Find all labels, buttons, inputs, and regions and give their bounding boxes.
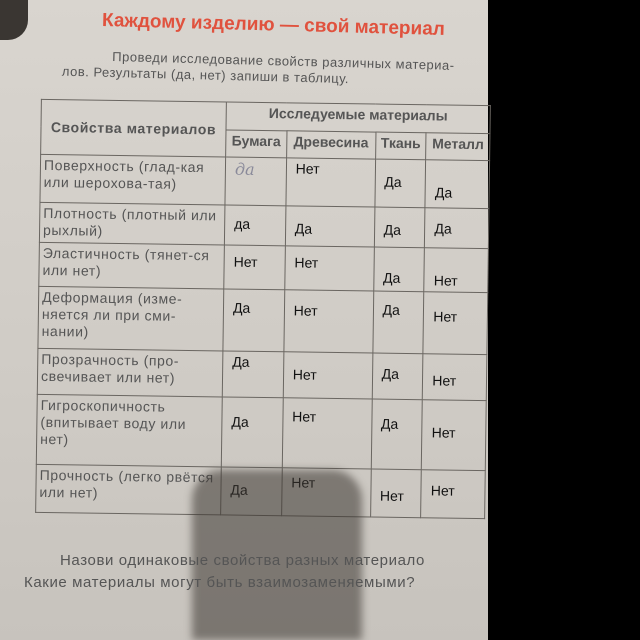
answer-cell: Да [285,205,375,248]
textbook-page: Каждому изделию — свой материал Проведи … [0,0,491,640]
answer-text: Нет [433,272,458,289]
property-cell: Плотность (плотный или рыхлый) [39,202,225,245]
answer-cell: Да [373,207,426,248]
answer-text: Да [434,184,453,201]
answer-cell: Нет [223,244,286,290]
answer-cell: да [224,156,287,206]
answer-cell: Нет [283,289,374,354]
answer-cell: Да [221,396,284,468]
property-cell: Гигроскопичность (впитывает воду или нет… [36,394,223,467]
table-row: Деформация (изме-няется ли при сми-нании… [37,286,488,355]
answer-cell: Нет [420,469,486,519]
property-cell: Прозрачность (про-свечивает или нет) [37,348,223,397]
answer-text: Нет [379,487,404,504]
answer-text: Нет [292,408,317,425]
answer-text: Да [383,221,402,238]
answer-text: Нет [294,254,319,271]
answer-cell: Да [373,247,425,292]
page-title: Каждому изделию — свой материал [101,10,446,40]
answer-text: Да [382,269,401,286]
answer-cell: Нет [370,469,422,518]
property-cell: Деформация (изме-няется ли при сми-нании… [37,286,224,351]
table-row: Поверхность (глад-кая или шерохова-тая) д… [39,154,490,209]
answer-cell: да [224,204,286,246]
table-row: Гигроскопичность (впитывает воду или нет… [36,394,487,471]
answer-text: да [234,159,255,179]
answer-cell: Нет [424,247,489,293]
header-property: Свойства материалов [40,99,227,157]
answer-text: Нет [431,424,456,441]
answer-text: Нет [292,366,317,383]
answer-text: Да [380,415,399,432]
answer-text: Да [294,220,313,237]
answer-cell: Нет [285,157,376,208]
answer-text: Да [434,220,452,237]
property-cell: Поверхность (глад-кая или шерохова-тая) [39,154,226,205]
answer-text: Да [232,299,251,316]
answer-cell: Нет [284,245,374,292]
answer-text: Да [381,365,400,382]
answer-cell: Нет [283,351,373,400]
header-material: Металл [425,132,490,161]
header-materials: Исследуемые материалы [226,101,491,134]
hand-shadow [192,470,362,640]
answer-cell: Нет [421,399,487,471]
answer-cell: Да [370,399,423,470]
answer-cell: Нет [423,291,488,355]
answer-text: да [234,215,251,232]
answer-text: Нет [430,482,455,499]
answer-text: Да [384,173,402,190]
properties-table: Свойства материалов Исследуемые материал… [35,99,491,519]
instructions: Проведи исследование свойств различных м… [61,48,455,87]
answer-text: Нет [432,372,457,389]
answer-text: Нет [433,308,458,325]
answer-cell: Да [222,288,285,352]
header-material: Древесина [286,130,376,160]
header-material: Ткань [375,131,427,160]
answer-text: Да [382,301,400,318]
table-row: Эластичность (тянет-ся или нет) Нет Нет Да Н… [38,242,489,293]
answer-text: Да [232,353,250,370]
answer-text: Нет [295,160,320,177]
table-row: Плотность (плотный или рыхлый) да Да Да Да [39,202,489,249]
answer-text: Нет [293,302,318,319]
answer-cell: Да [222,350,284,398]
property-cell: Эластичность (тянет-ся или нет) [38,242,225,289]
answer-cell: Нет [282,397,372,470]
table-row: Прозрачность (про-свечивает или нет) Да Не… [37,348,487,401]
answer-cell: Да [425,159,490,209]
answer-cell: Нет [422,353,487,401]
question: Назови одинаковые свойства разных матери… [24,552,425,591]
answer-cell: Да [374,159,426,208]
answer-text: Да [231,413,249,430]
answer-text: Нет [233,253,258,270]
answer-cell: Да [371,353,424,400]
header-material: Бумага [225,129,287,158]
page-corner [0,0,28,40]
answer-cell: Да [424,207,489,249]
answer-cell: Да [372,291,425,354]
